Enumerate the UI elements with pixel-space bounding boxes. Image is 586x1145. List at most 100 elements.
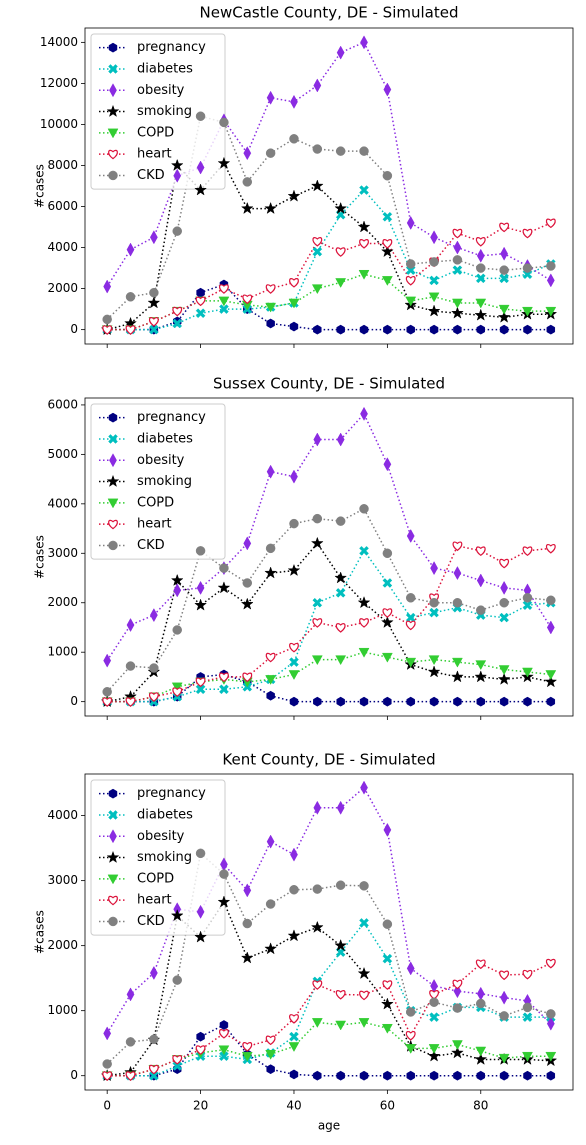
marker bbox=[336, 800, 345, 815]
marker bbox=[500, 580, 509, 595]
y-tick-label: 2000 bbox=[47, 938, 78, 952]
legend-label: obesity bbox=[137, 829, 185, 844]
series-line bbox=[106, 851, 552, 1065]
marker bbox=[195, 296, 206, 307]
marker bbox=[476, 605, 486, 615]
marker bbox=[382, 211, 393, 222]
marker bbox=[125, 697, 136, 707]
subplot: Kent County, DE - Simulated #cases 0 1000 20… bbox=[33, 751, 574, 1133]
marker bbox=[428, 292, 440, 303]
legend-label: heart bbox=[137, 147, 172, 162]
marker bbox=[195, 546, 206, 556]
marker bbox=[171, 682, 183, 693]
marker bbox=[450, 1046, 464, 1059]
marker bbox=[405, 1007, 416, 1017]
marker bbox=[149, 287, 159, 298]
marker bbox=[497, 672, 511, 685]
marker bbox=[450, 306, 464, 319]
legend-marker bbox=[108, 519, 118, 530]
marker bbox=[497, 310, 511, 323]
y-axis-label: #cases bbox=[33, 164, 47, 208]
marker bbox=[452, 598, 463, 608]
marker bbox=[546, 1016, 555, 1031]
marker bbox=[102, 325, 113, 335]
marker bbox=[102, 697, 113, 707]
marker bbox=[522, 593, 533, 603]
marker bbox=[289, 1069, 299, 1080]
marker bbox=[382, 608, 393, 618]
marker bbox=[474, 308, 488, 321]
marker bbox=[522, 1012, 533, 1023]
marker bbox=[476, 263, 486, 273]
y-tick-label: 0 bbox=[70, 694, 78, 708]
marker bbox=[311, 1018, 323, 1028]
marker bbox=[546, 1009, 556, 1019]
legend-label: CKD bbox=[137, 914, 165, 929]
marker bbox=[148, 317, 159, 327]
marker bbox=[289, 657, 299, 667]
marker bbox=[149, 1034, 159, 1045]
marker bbox=[429, 275, 439, 286]
marker bbox=[545, 543, 556, 554]
legend-label: diabetes bbox=[137, 431, 193, 446]
marker bbox=[335, 588, 346, 598]
marker bbox=[381, 276, 393, 286]
marker bbox=[452, 228, 463, 239]
marker bbox=[336, 432, 345, 447]
y-tick-label: 4000 bbox=[47, 496, 78, 510]
marker bbox=[126, 242, 135, 257]
marker bbox=[546, 696, 556, 707]
marker bbox=[499, 324, 509, 335]
marker bbox=[242, 672, 253, 683]
marker bbox=[242, 918, 253, 929]
marker bbox=[313, 696, 322, 707]
marker bbox=[499, 970, 510, 981]
marker bbox=[289, 642, 299, 653]
marker bbox=[313, 800, 322, 815]
marker bbox=[196, 1031, 205, 1042]
marker bbox=[452, 541, 463, 552]
marker bbox=[312, 980, 323, 990]
marker bbox=[382, 170, 393, 181]
marker bbox=[217, 895, 231, 908]
marker bbox=[545, 670, 557, 680]
marker bbox=[357, 220, 371, 233]
marker bbox=[429, 324, 439, 335]
marker bbox=[103, 653, 112, 668]
marker bbox=[405, 1030, 416, 1041]
marker bbox=[312, 597, 323, 608]
marker bbox=[219, 672, 229, 683]
marker bbox=[172, 1055, 183, 1065]
legend-label: COPD bbox=[137, 125, 174, 140]
marker bbox=[475, 1046, 487, 1057]
marker bbox=[149, 324, 159, 335]
marker bbox=[173, 583, 182, 598]
marker bbox=[219, 284, 229, 294]
legend-label: heart bbox=[137, 893, 172, 908]
legend-label: CKD bbox=[137, 538, 165, 553]
marker bbox=[217, 581, 231, 594]
legend-box bbox=[90, 779, 226, 936]
marker bbox=[452, 265, 463, 275]
chart-title: NewCastle County, DE - Simulated bbox=[200, 4, 459, 22]
marker bbox=[359, 881, 369, 891]
marker bbox=[474, 1052, 488, 1065]
marker bbox=[429, 696, 439, 707]
marker bbox=[359, 239, 369, 249]
y-tick-label: 2000 bbox=[47, 595, 78, 609]
x-tick-label: 40 bbox=[286, 1099, 301, 1113]
marker bbox=[148, 692, 159, 702]
marker bbox=[429, 607, 439, 618]
legend-label: smoking bbox=[137, 850, 192, 865]
marker bbox=[313, 324, 322, 335]
marker bbox=[452, 255, 463, 265]
marker bbox=[217, 156, 231, 169]
marker bbox=[336, 45, 345, 60]
x-tick-label: 80 bbox=[473, 1099, 488, 1113]
marker bbox=[430, 561, 438, 576]
marker bbox=[522, 228, 533, 239]
marker bbox=[383, 1070, 392, 1081]
marker bbox=[357, 595, 371, 609]
marker bbox=[383, 822, 392, 837]
legend-marker bbox=[107, 128, 119, 139]
